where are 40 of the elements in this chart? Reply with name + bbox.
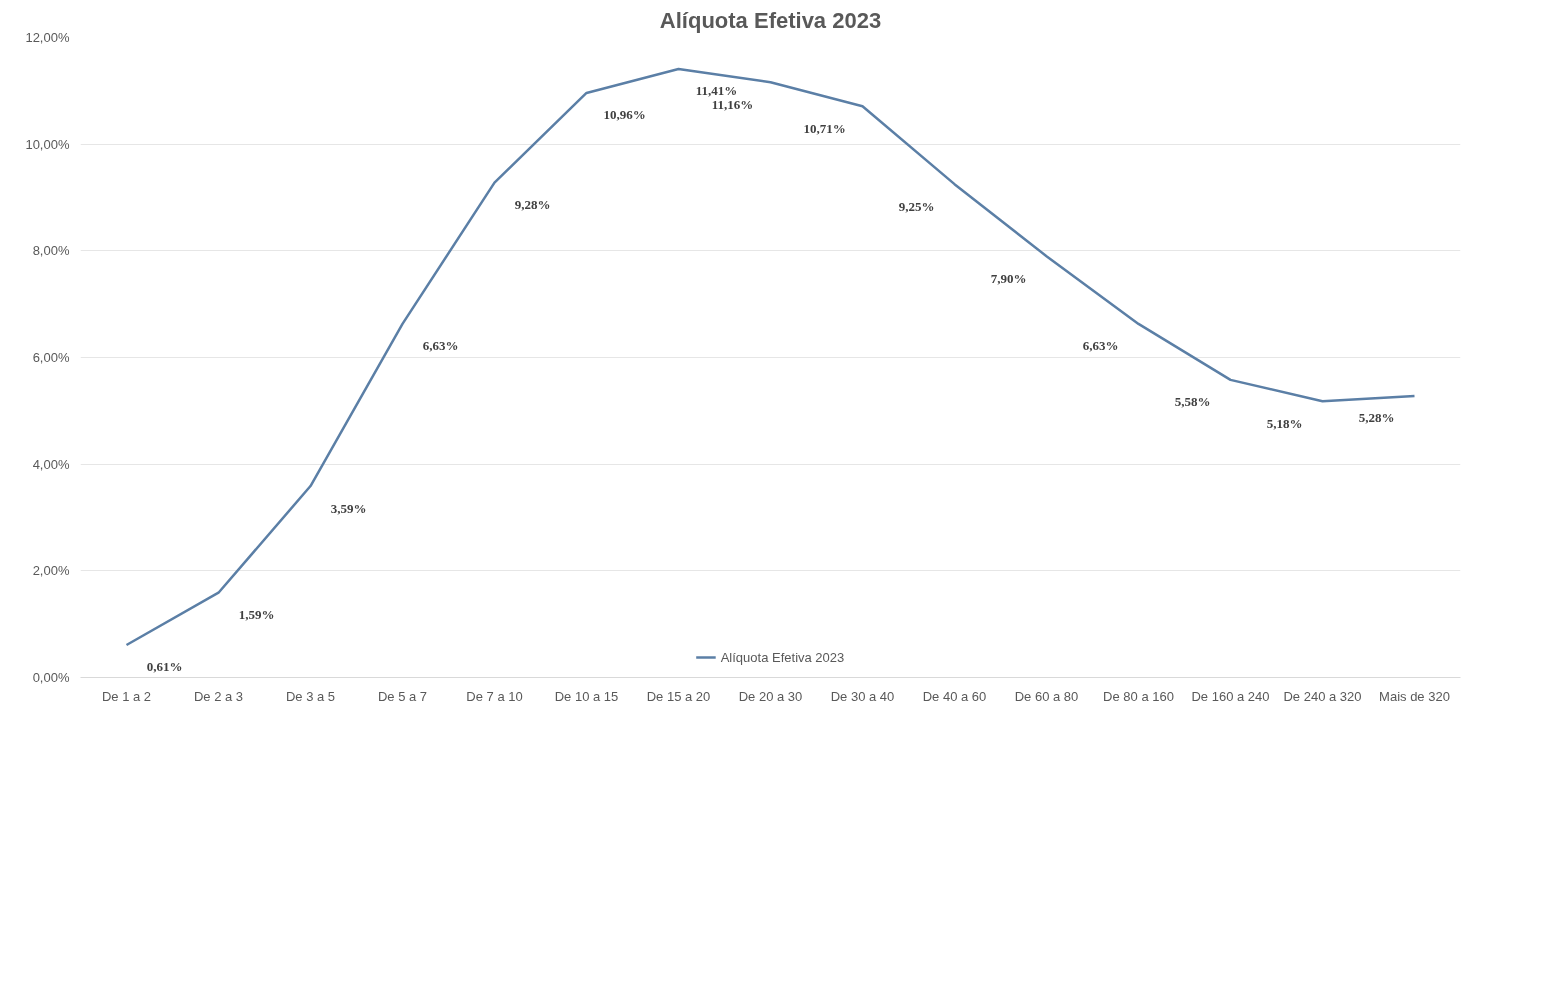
data-label: 7,90% bbox=[990, 270, 1027, 286]
x-tick-label: De 10 a 15 bbox=[554, 688, 619, 704]
line-series bbox=[125, 67, 1416, 647]
data-label: 9,25% bbox=[898, 198, 935, 214]
data-label: 1,59% bbox=[238, 607, 275, 623]
x-tick-label: De 40 a 60 bbox=[922, 688, 987, 704]
data-label: 10,96% bbox=[603, 107, 646, 123]
x-tick-label: De 2 a 3 bbox=[193, 688, 244, 704]
x-tick-label: Mais de 320 bbox=[1379, 688, 1450, 704]
legend-label: Alíquota Efetiva 2023 bbox=[720, 649, 845, 665]
data-label: 6,63% bbox=[422, 338, 459, 354]
x-tick-label: De 240 a 320 bbox=[1283, 688, 1362, 704]
y-tick-label: 2,00% bbox=[32, 563, 70, 579]
data-label: 5,58% bbox=[1174, 394, 1211, 410]
y-tick-label: 8,00% bbox=[32, 243, 70, 259]
x-tick-label: De 160 a 240 bbox=[1191, 688, 1270, 704]
y-tick-label: 4,00% bbox=[32, 456, 70, 472]
x-tick-label: De 30 a 40 bbox=[830, 688, 895, 704]
x-tick-label: De 3 a 5 bbox=[285, 688, 336, 704]
data-label: 11,16% bbox=[711, 96, 754, 112]
x-tick-label: De 80 a 160 bbox=[1103, 688, 1174, 704]
data-label: 0,61% bbox=[146, 659, 183, 675]
data-label: 6,63% bbox=[1082, 338, 1119, 354]
y-tick-label: 10,00% bbox=[25, 136, 70, 152]
data-label: 5,28% bbox=[1358, 410, 1395, 426]
data-label: 11,41% bbox=[695, 83, 738, 99]
x-tick-label: De 60 a 80 bbox=[1014, 688, 1079, 704]
y-tick-label: 12,00% bbox=[25, 30, 70, 45]
x-tick-label: De 7 a 10 bbox=[466, 688, 523, 704]
data-label: 10,71% bbox=[803, 120, 846, 136]
data-label: 3,59% bbox=[330, 500, 367, 516]
x-tick-label: De 15 a 20 bbox=[646, 688, 711, 704]
x-tick-label: De 5 a 7 bbox=[377, 688, 428, 704]
x-tick-label: De 20 a 30 bbox=[738, 688, 803, 704]
data-label: 5,18% bbox=[1266, 415, 1303, 431]
chart-title: Alíquota Efetiva 2023 bbox=[659, 7, 882, 33]
data-label: 9,28% bbox=[514, 197, 551, 213]
y-tick-label: 0,00% bbox=[32, 670, 70, 685]
x-tick-label: De 1 a 2 bbox=[101, 688, 152, 704]
y-tick-label: 6,00% bbox=[32, 350, 70, 365]
